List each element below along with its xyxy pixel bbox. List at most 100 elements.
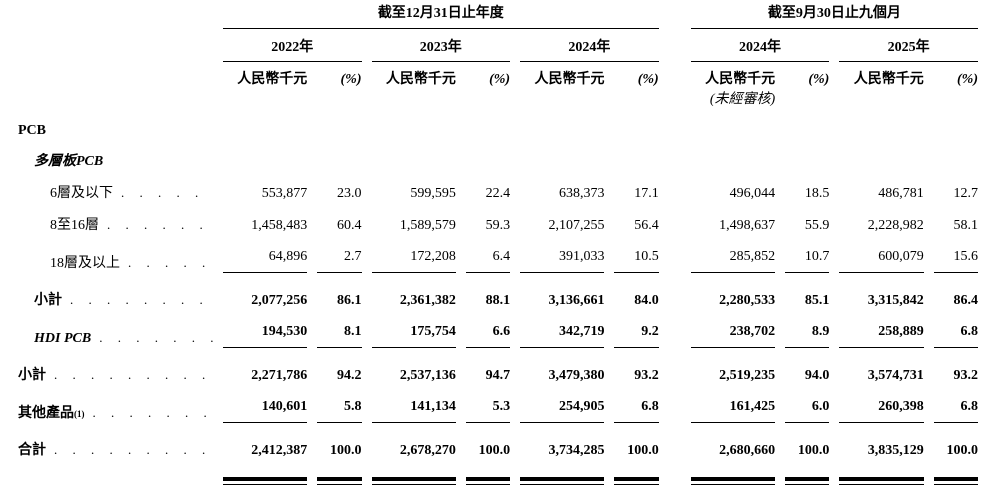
group-gap bbox=[669, 203, 681, 235]
percent-cell: 94.2 bbox=[337, 368, 362, 383]
year-header-2022: 2022年 bbox=[222, 29, 362, 62]
amount-cell: 3,734,285 bbox=[548, 443, 605, 458]
amount-cell: 175,754 bbox=[371, 310, 456, 348]
group-header-nine-months: 截至9月30日止九個月 bbox=[690, 4, 978, 29]
amount-cell: 3,574,731 bbox=[867, 368, 924, 383]
unit-header: 人民幣千元 bbox=[705, 72, 776, 87]
percent-header: (%) bbox=[808, 72, 830, 87]
unit-header: 人民幣千元 bbox=[237, 72, 308, 87]
amount-cell: 64,896 bbox=[222, 235, 308, 273]
percent-cell: 22.4 bbox=[485, 186, 511, 201]
unit-header-row: 人民幣千元 (%) 人民幣千元 (%) 人民幣千元 (%) 人民幣千元 (%) … bbox=[12, 62, 978, 89]
percent-cell: 100.0 bbox=[627, 443, 659, 458]
unit-header: 人民幣千元 bbox=[853, 72, 924, 87]
percent-cell: 12.7 bbox=[953, 186, 979, 201]
table-row: 8至16層. . . . . . . . . . . . . . . . . .… bbox=[12, 203, 978, 235]
row-label: 合計. . . . . . . . . . . . . . . . . . . … bbox=[18, 442, 213, 458]
row-label: HDI PCB. . . . . . . . . . . . . . . . .… bbox=[12, 310, 213, 348]
year-header-2023: 2023年 bbox=[371, 29, 511, 62]
amount-cell: 2,680,660 bbox=[719, 443, 776, 458]
percent-cell: 55.9 bbox=[804, 218, 830, 233]
dot-leader: . . . . . . . . . . . . . . . . . . . . … bbox=[128, 255, 213, 270]
group-gap bbox=[669, 273, 681, 310]
amount-cell: 2,678,270 bbox=[399, 443, 456, 458]
group-gap bbox=[669, 348, 681, 385]
percent-cell: 6.6 bbox=[465, 310, 511, 348]
double-rule bbox=[933, 477, 978, 485]
amount-cell: 486,781 bbox=[878, 186, 924, 201]
percent-header: (%) bbox=[957, 72, 978, 87]
amount-cell: 254,905 bbox=[520, 385, 605, 423]
table-row: 多層板PCB bbox=[12, 140, 978, 171]
percent-cell: 2.7 bbox=[317, 235, 362, 273]
percent-cell: 6.8 bbox=[933, 310, 978, 348]
row-label: 6層及以下. . . . . . . . . . . . . . . . . .… bbox=[12, 171, 213, 203]
dot-leader: . . . . . . . . . . . . . . . . . . . . … bbox=[54, 367, 213, 382]
percent-cell: 100.0 bbox=[330, 443, 362, 458]
double-rule bbox=[614, 477, 659, 485]
amount-cell: 161,425 bbox=[690, 385, 776, 423]
group-gap bbox=[669, 235, 681, 273]
percent-cell: 85.1 bbox=[804, 293, 830, 308]
percent-cell: 15.6 bbox=[933, 235, 978, 273]
amount-cell: 599,595 bbox=[410, 186, 456, 201]
percent-cell: 8.9 bbox=[785, 310, 830, 348]
percent-cell: 58.1 bbox=[953, 218, 979, 233]
amount-cell: 3,479,380 bbox=[548, 368, 605, 383]
amount-cell: 496,044 bbox=[729, 186, 776, 201]
amount-cell: 1,498,637 bbox=[719, 218, 776, 233]
unit-header: 人民幣千元 bbox=[534, 72, 605, 87]
unit-header: 人民幣千元 bbox=[385, 72, 456, 87]
group-gap bbox=[669, 310, 681, 348]
amount-cell: 2,107,255 bbox=[548, 218, 605, 233]
table-row: PCB bbox=[12, 109, 978, 140]
dot-leader: . . . . . . . . . . . . . . . . . . . . … bbox=[92, 405, 213, 420]
percent-cell: 88.1 bbox=[485, 293, 511, 308]
amount-cell: 2,228,982 bbox=[867, 218, 924, 233]
percent-cell: 86.4 bbox=[953, 293, 979, 308]
percent-cell: 8.1 bbox=[317, 310, 362, 348]
amount-cell: 2,412,387 bbox=[251, 443, 308, 458]
double-rule bbox=[785, 477, 830, 485]
row-label: 8至16層. . . . . . . . . . . . . . . . . .… bbox=[12, 203, 213, 235]
percent-cell: 10.7 bbox=[785, 235, 830, 273]
group-header-annual: 截至12月31日止年度 bbox=[222, 4, 659, 29]
unaudited-note: (未經審核) bbox=[709, 92, 776, 107]
dot-leader: . . . . . . . . . . . . . . . . . . . . … bbox=[70, 292, 213, 307]
total-double-rule-row bbox=[12, 460, 978, 485]
amount-cell: 553,877 bbox=[261, 186, 308, 201]
amount-cell: 140,601 bbox=[222, 385, 308, 423]
table-row: 小計. . . . . . . . . . . . . . . . . . . … bbox=[12, 273, 978, 310]
percent-cell: 94.7 bbox=[485, 368, 511, 383]
amount-cell: 3,136,661 bbox=[548, 293, 605, 308]
amount-cell: 2,271,786 bbox=[251, 368, 308, 383]
percent-cell: 6.4 bbox=[465, 235, 511, 273]
dot-leader: . . . . . . . . . . . . . . . . . . . . … bbox=[54, 442, 213, 457]
double-rule bbox=[839, 477, 924, 485]
amount-cell: 391,033 bbox=[520, 235, 605, 273]
amount-cell: 2,280,533 bbox=[719, 293, 776, 308]
percent-cell: 60.4 bbox=[337, 218, 362, 233]
amount-cell: 1,589,579 bbox=[399, 218, 456, 233]
unaudited-note-row: (未經審核) bbox=[12, 89, 978, 109]
double-rule bbox=[222, 477, 308, 485]
percent-cell: 5.3 bbox=[465, 385, 511, 423]
amount-cell: 638,373 bbox=[558, 186, 605, 201]
percent-cell: 6.0 bbox=[785, 385, 830, 423]
amount-cell: 3,835,129 bbox=[867, 443, 924, 458]
table-row: 6層及以下. . . . . . . . . . . . . . . . . .… bbox=[12, 171, 978, 203]
row-label: 多層板PCB bbox=[34, 154, 104, 169]
amount-cell: 2,361,382 bbox=[399, 293, 456, 308]
table-body: PCB 多層板PCB 6層及以下. . . . . . . . . . . . . … bbox=[12, 109, 978, 485]
label-column-spacer bbox=[12, 4, 213, 29]
percent-cell: 100.0 bbox=[797, 443, 830, 458]
amount-cell: 172,208 bbox=[371, 235, 456, 273]
dot-leader: . . . . . . . . . . . . . . . . . . . . … bbox=[121, 185, 213, 200]
group-gap bbox=[669, 4, 681, 29]
year-header-9m2024: 2024年 bbox=[690, 29, 830, 62]
double-rule bbox=[690, 477, 776, 485]
group-gap bbox=[669, 423, 681, 460]
year-header-2024: 2024年 bbox=[520, 29, 659, 62]
row-label: 其他產品(1). . . . . . . . . . . . . . . . .… bbox=[18, 405, 213, 421]
